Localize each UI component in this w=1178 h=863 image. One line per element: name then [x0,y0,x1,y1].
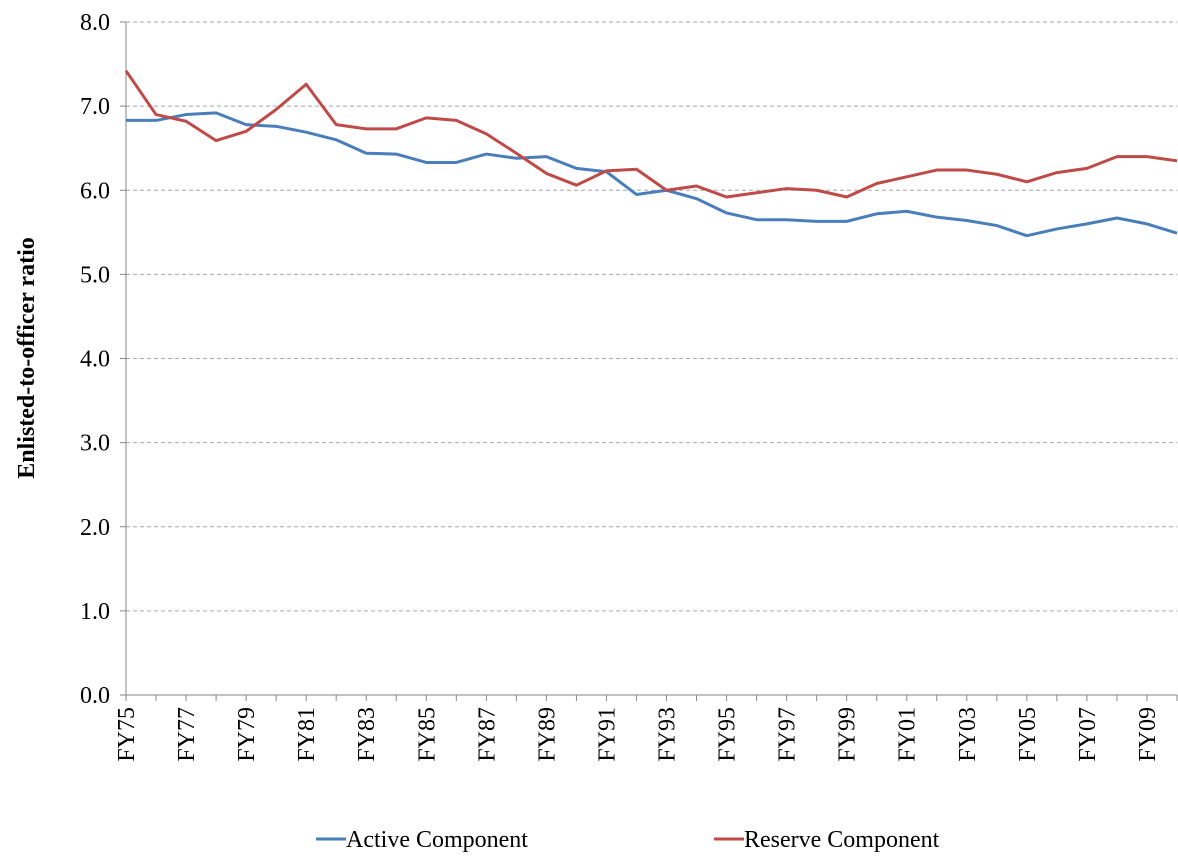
x-tick-label: FY99 [835,707,861,762]
y-tick-label: 4.0 [80,347,110,373]
x-tick-label: FY91 [594,707,620,762]
x-tick-label: FY77 [174,707,200,762]
y-tick-label: 8.0 [80,10,110,36]
x-tick-label: FY97 [775,707,801,762]
y-tick-label: 5.0 [80,262,110,288]
x-tick-label: FY03 [955,707,981,762]
x-tick-label: FY89 [534,707,560,762]
legend-label: Active Component [346,827,528,853]
x-tick-label: FY05 [1015,707,1041,762]
y-tick-label: 7.0 [80,94,110,120]
y-tick-label: 6.0 [80,178,110,204]
x-tick-label: FY79 [234,707,260,762]
line [124,69,1178,199]
x-tick-label: FY87 [474,707,500,762]
x-tick-label: FY81 [294,707,320,762]
line [126,111,1178,238]
x-tick-label: FY85 [414,707,440,762]
x-tick-label: FY83 [354,707,380,762]
x-tick-label: FY75 [114,707,140,762]
y-tick-label: 0.0 [80,683,110,709]
y-tick-label: 2.0 [80,515,110,541]
x-tick-label: FY93 [655,707,681,762]
y-tick-label: 3.0 [80,431,110,457]
x-tick-label: FY07 [1075,707,1101,762]
legend-label: Reserve Component [744,827,940,853]
y-axis-label: Enlisted-to-officer ratio [14,237,40,479]
y-tick-label: 1.0 [80,599,110,625]
x-tick-label: FY95 [715,707,741,762]
x-tick-label: FY01 [895,707,921,762]
x-tick-label: FY09 [1135,707,1161,762]
